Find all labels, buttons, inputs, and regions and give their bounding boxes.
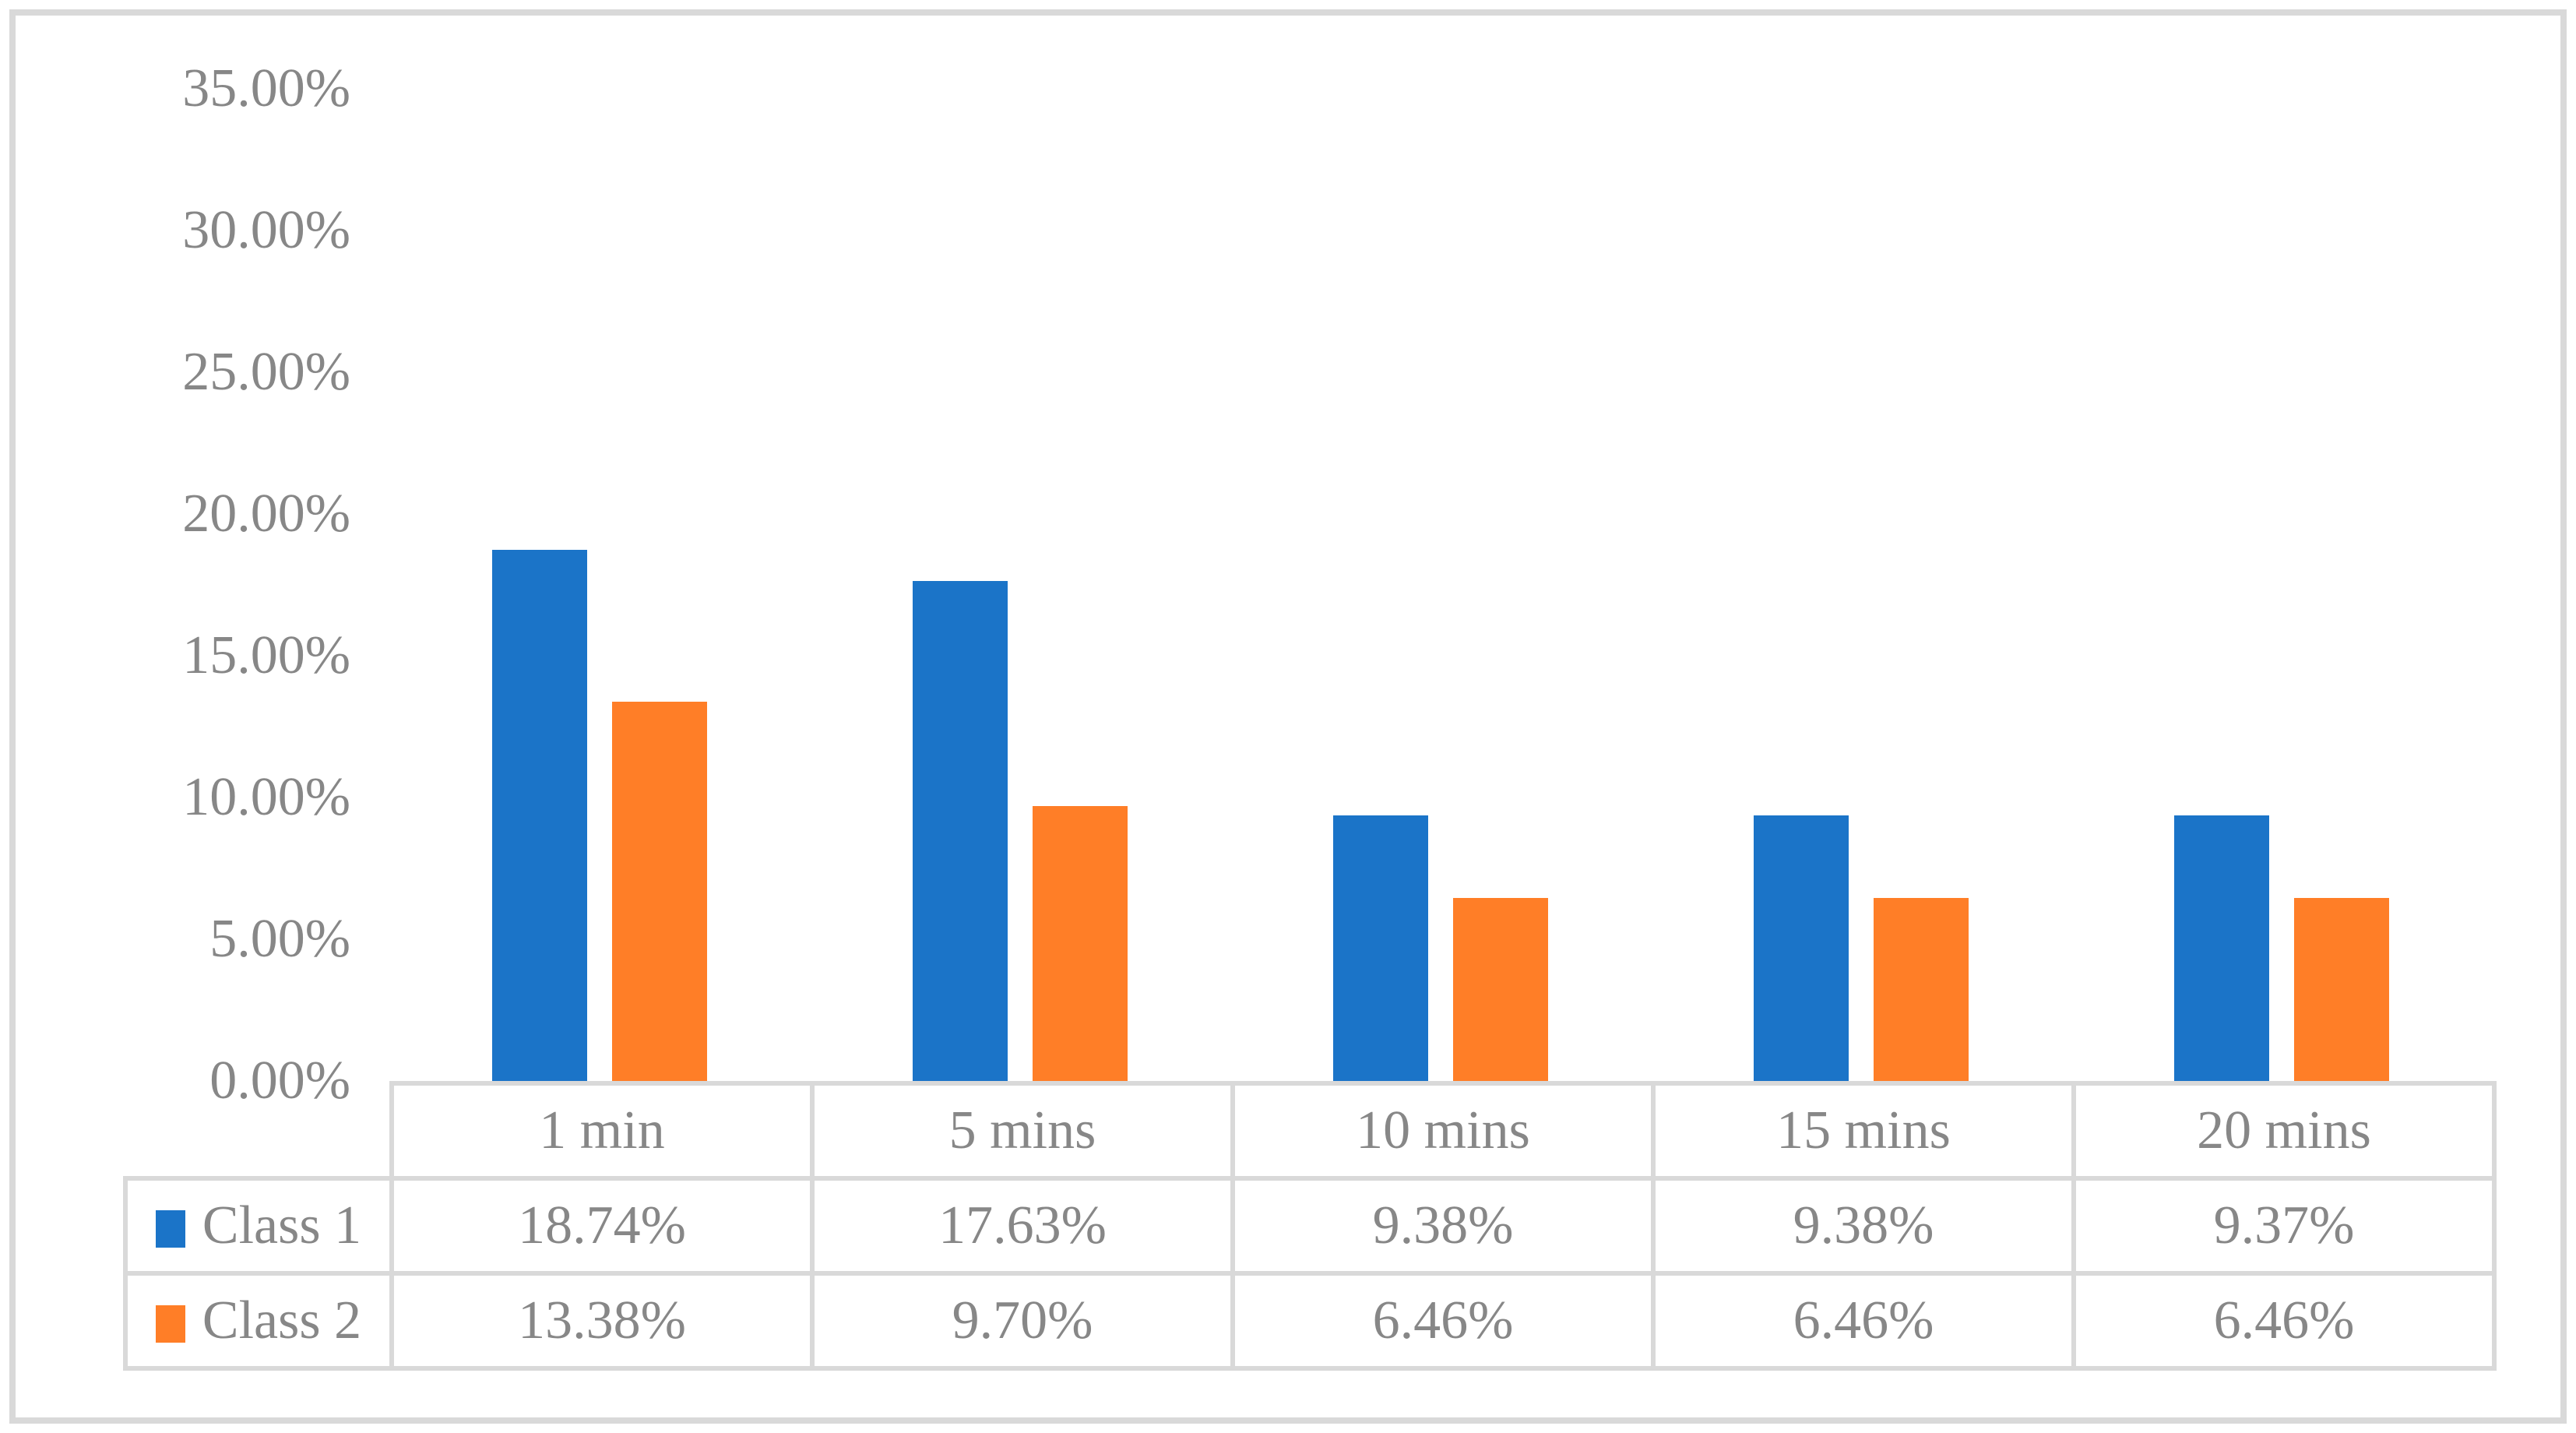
category-header-cell: 1 min [389,1081,815,1181]
value-cell: 9.70% [810,1271,1235,1371]
bar-class-2-5-mins [1033,806,1128,1081]
y-axis-tick-label: 25.00% [182,342,350,402]
bar-class-1-1-min [492,550,587,1081]
bar-class-1-15-mins [1754,815,1849,1081]
bar-class-1-5-mins [913,581,1008,1081]
legend-swatch-icon [155,1305,185,1343]
bar-class-2-15-mins [1874,898,1969,1081]
value-cell: 6.46% [1230,1271,1656,1371]
value-cell: 18.74% [389,1176,815,1276]
y-axis-tick-label: 15.00% [182,625,350,685]
category-header-cell: 5 mins [810,1081,1235,1181]
bar-class-2-1-min [612,702,707,1081]
y-axis-tick-label: 0.00% [209,1051,350,1111]
category-header-cell: 20 mins [2071,1081,2497,1181]
bar-class-2-20-mins [2294,898,2389,1081]
category-header-cell: 10 mins [1230,1081,1656,1181]
y-axis-tick-label: 20.00% [182,484,350,544]
y-axis-tick-label: 5.00% [209,909,350,969]
y-axis-tick-label: 35.00% [182,58,350,118]
value-cell: 9.38% [1230,1176,1656,1276]
legend-series-label: Class 2 [202,1290,362,1350]
legend-cell: Class 1 [123,1176,394,1276]
value-cell: 13.38% [389,1271,815,1371]
bar-class-1-10-mins [1333,815,1428,1081]
legend-series-label: Class 1 [202,1195,362,1255]
legend-cell: Class 2 [123,1271,394,1371]
table-row-class-2: Class 2 13.38% 9.70% 6.46% 6.46% 6.46% [123,1271,2497,1371]
legend-swatch-icon [155,1210,185,1248]
y-axis-tick-label: 30.00% [182,200,350,260]
value-cell: 9.38% [1651,1176,2076,1276]
y-axis-tick-label: 10.00% [182,767,350,827]
value-cell: 17.63% [810,1176,1235,1276]
bar-class-2-10-mins [1453,898,1548,1081]
value-cell: 9.37% [2071,1176,2497,1276]
table-corner-empty [125,1083,392,1178]
table-header-row: 1 min 5 mins 10 mins 15 mins 20 mins [125,1081,2497,1181]
y-axis: 0.00% 5.00% 10.00% 15.00% 20.00% 25.00% 30.00%… [0,0,350,1433]
table-row-class-1: Class 1 18.74% 17.63% 9.38% 9.38% 9.37% [123,1176,2497,1276]
value-cell: 6.46% [1651,1271,2076,1371]
value-cell: 6.46% [2071,1271,2497,1371]
bar-class-1-20-mins [2174,815,2269,1081]
category-header-cell: 15 mins [1651,1081,2076,1181]
data-table: 1 min 5 mins 10 mins 15 mins 20 mins Class 1 1… [123,1081,2497,1371]
